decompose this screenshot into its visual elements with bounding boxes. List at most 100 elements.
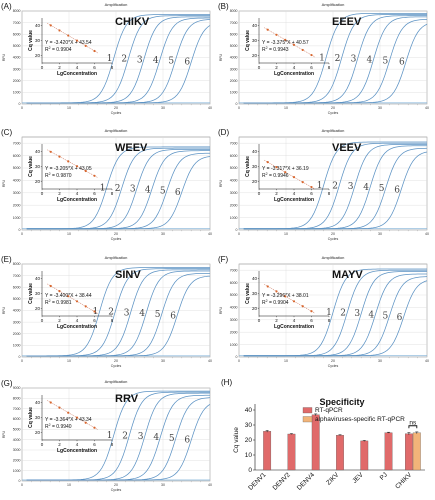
inset-data-point xyxy=(58,290,61,293)
inset-x-tick-label: 4 xyxy=(76,65,79,70)
y-tick-label: 4000 xyxy=(230,306,238,310)
amplification-curve-6 xyxy=(243,151,428,230)
panel-label: (G) xyxy=(1,379,13,388)
inset-x-tick-label: 6 xyxy=(310,65,313,70)
x-tick-label: ZIKV xyxy=(325,471,341,487)
x-tick-label: 10 xyxy=(67,483,71,487)
inset-r-squared: R2 = 0.9940 xyxy=(45,423,72,430)
y-tick-label: 2000 xyxy=(13,79,21,83)
inset-standard-curve: 20 30 40 0 2 4 6 8 LgConcentration Cq value Y = -3… xyxy=(28,144,114,203)
inset-standard-curve: 20 30 40 0 2 4 6 8 LgConcentration Cq value Y = -3… xyxy=(28,271,114,330)
inset-y-tick-label: 20 xyxy=(252,179,258,184)
y-tick-label: 0 xyxy=(19,228,21,232)
y-tick-label: 1000 xyxy=(230,216,238,220)
y-tick-label: 1000 xyxy=(13,344,21,348)
inset-y-tick-label: 40 xyxy=(252,276,258,281)
inset-x-tick-label: 0 xyxy=(258,318,261,323)
y-tick-label: 6000 xyxy=(13,154,21,158)
inset-data-point xyxy=(93,310,96,313)
curve-label-2: 2 xyxy=(122,431,128,441)
inset-y-axis-label: Cq value xyxy=(28,283,34,304)
inset-y-tick-label: 40 xyxy=(35,400,41,405)
legend-label: RT-qPCR xyxy=(315,407,343,414)
panel-label: (B) xyxy=(218,2,229,11)
x-tick-label: 30 xyxy=(378,232,382,236)
inset-x-tick-label: 4 xyxy=(76,318,79,323)
y-tick-label: 4000 xyxy=(13,56,21,60)
curve-label-3: 3 xyxy=(354,309,360,319)
inset-y-tick-label: 20 xyxy=(35,306,41,311)
y-tick-label: 5000 xyxy=(13,166,21,170)
inset-x-axis-label: LgConcentration xyxy=(57,448,97,454)
chart-title: Amplification xyxy=(322,255,345,260)
inset-data-point xyxy=(49,150,52,153)
y-tick-label: 2000 xyxy=(13,459,21,463)
inset-data-point xyxy=(275,166,278,169)
virus-name: WEEV xyxy=(115,142,148,154)
virus-name: EEEV xyxy=(332,16,362,28)
inset-data-point xyxy=(49,24,52,27)
inset-standard-curve: 20 30 40 0 2 4 6 8 LgConcentration Cq value Y = -3… xyxy=(28,395,114,454)
inset-x-tick-label: 8 xyxy=(328,318,331,323)
inset-y-tick-label: 20 xyxy=(35,53,41,58)
x-axis-label: Cycles xyxy=(111,111,122,115)
gridlines xyxy=(238,10,428,105)
curve-label-5: 5 xyxy=(160,187,166,197)
inset-y-tick-label: 30 xyxy=(35,164,41,169)
inset-x-tick-label: 8 xyxy=(328,65,331,70)
inset-equation: Y = -3.375*X + 40.57 xyxy=(262,40,309,46)
inset-data-point xyxy=(310,185,313,189)
y-tick-label: 1000 xyxy=(230,343,238,347)
inset-x-axis-label: LgConcentration xyxy=(57,71,97,77)
inset-data-point xyxy=(292,176,296,179)
curve-label-3: 3 xyxy=(130,185,136,195)
curve-label-5: 5 xyxy=(155,310,161,320)
y-axis-label: Cq value xyxy=(233,427,240,453)
x-tick-label: 40 xyxy=(425,232,429,236)
y-tick-label: 2000 xyxy=(230,330,238,334)
y-tick-label: 7000 xyxy=(13,274,21,278)
y-tick-label: 6000 xyxy=(13,285,21,289)
inset-y-tick-label: 20 xyxy=(252,53,258,58)
y-tick-label: 7000 xyxy=(13,21,21,25)
curve-label-5: 5 xyxy=(379,184,385,194)
inset-x-tick-label: 6 xyxy=(310,318,313,323)
amplification-curve-6 xyxy=(243,23,428,104)
inset-x-axis-label: LgConcentration xyxy=(274,71,314,77)
inset-y-tick-label: 30 xyxy=(252,164,258,169)
inset-r-squared-exponent: 2 xyxy=(266,46,268,50)
inset-equation: Y = -3.420*X + 43.54 xyxy=(45,40,92,46)
x-tick-label: 10 xyxy=(284,359,288,363)
curve-label-6: 6 xyxy=(184,436,190,446)
curve-label-6: 6 xyxy=(170,311,176,321)
significance-label: ns xyxy=(409,419,417,426)
curve-label-5: 5 xyxy=(383,312,389,322)
y-tick-label: 4000 xyxy=(13,309,21,313)
x-tick-label: 20 xyxy=(331,232,335,236)
x-tick-label: 10 xyxy=(67,106,71,110)
inset-data-point xyxy=(284,38,287,42)
curve-label-6: 6 xyxy=(397,313,403,323)
y-tick-label: 2000 xyxy=(13,332,21,336)
inset-y-tick-label: 30 xyxy=(252,38,258,43)
amplification-curve-6 xyxy=(26,404,211,481)
y-tick-label: 7000 xyxy=(230,268,238,272)
inset-x-tick-label: 8 xyxy=(111,318,114,323)
curve-label-6: 6 xyxy=(184,58,190,68)
inset-x-axis-label: LgConcentration xyxy=(57,324,97,330)
x-tick-label: 0 xyxy=(21,359,23,363)
y-tick-label: 1000 xyxy=(230,91,238,95)
x-tick-label: 10 xyxy=(284,232,288,236)
inset-x-tick-label: 6 xyxy=(93,318,96,323)
panel-label: (D) xyxy=(218,128,229,137)
panel-a: (A) Amplification010002000300040005000600… xyxy=(1,2,212,115)
inset-x-tick-label: 8 xyxy=(111,65,114,70)
inset-data-point xyxy=(58,155,61,158)
inset-x-tick-label: 6 xyxy=(93,442,96,447)
inset-fit-line xyxy=(264,284,316,314)
curve-label-1: 1 xyxy=(326,308,332,318)
inset-data-point xyxy=(49,284,52,288)
y-tick-label: 0 xyxy=(19,355,21,359)
